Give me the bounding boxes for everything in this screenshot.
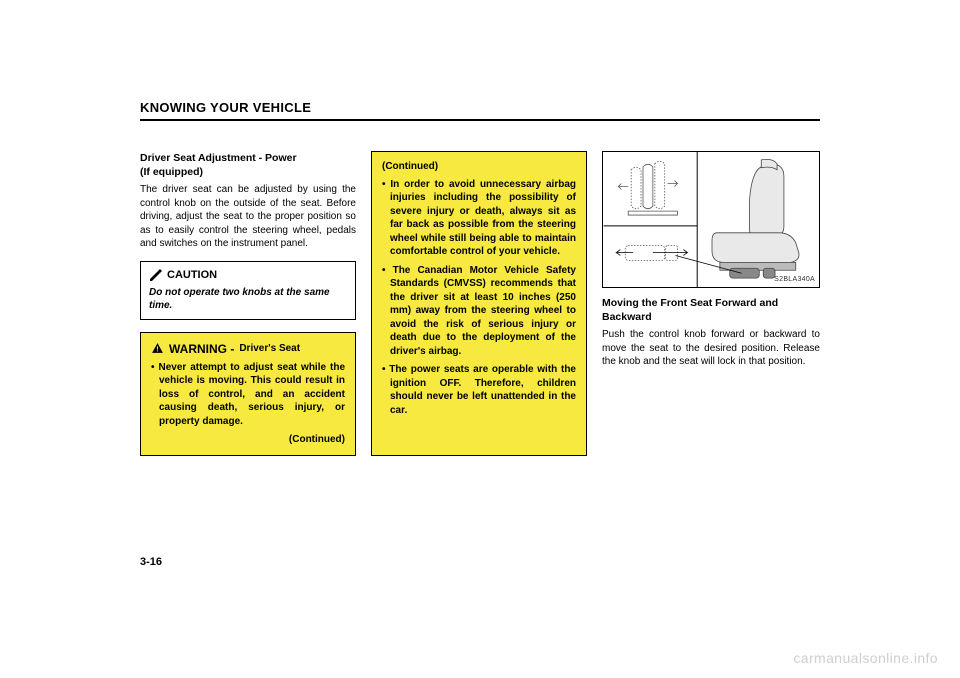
warning-item: In order to avoid unnecessary airbag inj…: [382, 178, 576, 259]
caution-text: Do not operate two knobs at the same tim…: [149, 286, 347, 313]
warning-triangle-icon: [151, 342, 164, 355]
continued-right: (Continued): [151, 433, 345, 447]
warning-item: The Canadian Motor Vehicle Safety Standa…: [382, 264, 576, 359]
seat-figure: S2BLA340A: [602, 151, 820, 288]
warning-item: Never attempt to adjust seat while the v…: [151, 361, 345, 429]
warning-item: The power seats are operable with the ig…: [382, 363, 576, 417]
pencil-icon: [149, 269, 163, 281]
col1-body: The driver seat can be adjusted by using…: [140, 183, 356, 251]
caution-word: CAUTION: [167, 268, 217, 283]
warning-box-1: WARNING - Driver's Seat Never attempt to…: [140, 332, 356, 456]
caution-box: CAUTION Do not operate two knobs at the …: [140, 261, 356, 320]
col3-heading: Moving the Front Seat Forward and Backwa…: [602, 296, 820, 324]
warning-word: WARNING -: [169, 341, 234, 357]
manual-page: KNOWING YOUR VEHICLE Driver Seat Adjustm…: [0, 0, 960, 678]
col1-heading-line2: (If equipped): [140, 166, 203, 178]
warning-box-2: (Continued) In order to avoid unnecessar…: [371, 151, 587, 456]
column-3: S2BLA340A Moving the Front Seat Forward …: [602, 151, 820, 456]
page-number: 3-16: [140, 556, 162, 568]
seat-diagram-svg: [603, 152, 819, 287]
watermark: carmanualsonline.info: [793, 650, 938, 666]
warning-title-row: WARNING - Driver's Seat: [151, 341, 345, 357]
column-1: Driver Seat Adjustment - Power (If equip…: [140, 151, 356, 456]
content-columns: Driver Seat Adjustment - Power (If equip…: [140, 151, 820, 456]
page-header: KNOWING YOUR VEHICLE: [140, 100, 820, 121]
column-2: (Continued) In order to avoid unnecessar…: [371, 151, 587, 456]
warning-list-1: Never attempt to adjust seat while the v…: [151, 361, 345, 429]
caution-title-row: CAUTION: [149, 268, 347, 283]
warning-list-2: In order to avoid unnecessary airbag inj…: [382, 178, 576, 418]
continued-left: (Continued): [382, 160, 576, 174]
col1-heading: Driver Seat Adjustment - Power (If equip…: [140, 151, 356, 179]
figure-code: S2BLA340A: [774, 275, 815, 284]
header-title: KNOWING YOUR VEHICLE: [140, 100, 820, 115]
warning-subject: Driver's Seat: [239, 342, 300, 356]
col1-heading-line1: Driver Seat Adjustment - Power: [140, 152, 297, 164]
col3-body: Push the control knob forward or backwar…: [602, 328, 820, 369]
